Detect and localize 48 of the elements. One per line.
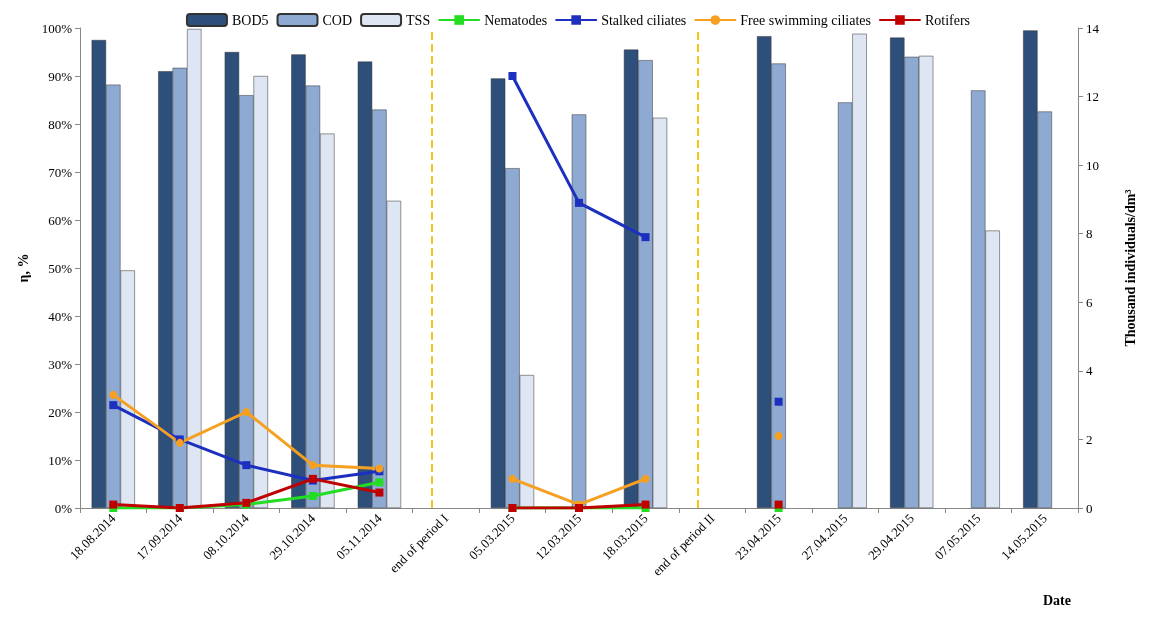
- point: [774, 500, 783, 509]
- point: [641, 233, 650, 242]
- y-tick-label: 100%: [41, 20, 73, 36]
- y-tick-label: 80%: [48, 116, 73, 132]
- y-tick-label: 50%: [48, 260, 73, 276]
- point: [109, 390, 118, 399]
- legend-label: BOD5: [231, 12, 269, 28]
- point: [575, 198, 583, 207]
- point: [242, 408, 251, 416]
- point: [109, 500, 118, 509]
- y-axis-title: η, %: [15, 253, 31, 283]
- legend-label: Stalked ciliates: [601, 12, 687, 28]
- legend-label: Rotifers: [924, 12, 971, 28]
- y-tick-label: 90%: [48, 68, 73, 84]
- y2-axis-title: Thousand individuals/dm³: [1122, 189, 1138, 347]
- point: [242, 461, 251, 470]
- x-axis-title: Date: [1043, 592, 1071, 608]
- y2-tick-label: 10: [1086, 157, 1099, 173]
- y-tick-label: 30%: [48, 356, 73, 372]
- point: [774, 397, 783, 406]
- point: [109, 401, 118, 410]
- y-tick-label: 60%: [48, 212, 73, 228]
- y2-tick-label: 14: [1086, 20, 1100, 36]
- y2-tick-label: 4: [1086, 363, 1093, 379]
- point: [774, 432, 783, 440]
- legend-label: COD: [322, 12, 353, 28]
- point: [641, 500, 650, 509]
- y2-tick-label: 8: [1086, 226, 1093, 242]
- point: [641, 474, 650, 483]
- y2-tick-label: 0: [1086, 500, 1093, 516]
- y-tick-label: 70%: [48, 164, 73, 180]
- y-tick-label: 10%: [48, 452, 73, 468]
- point: [508, 72, 517, 80]
- legend-label: TSS: [406, 12, 431, 28]
- point: [508, 474, 517, 483]
- bar: [571, 114, 587, 508]
- point: [375, 488, 384, 497]
- point: [308, 461, 317, 470]
- legend-label: Nematodes: [484, 12, 548, 28]
- y2-tick-label: 6: [1086, 294, 1093, 310]
- point: [375, 478, 384, 487]
- point: [308, 492, 317, 500]
- y-tick-label: 40%: [48, 308, 73, 324]
- y2-tick-label: 12: [1086, 89, 1099, 105]
- legend-label: Free swimming ciliates: [740, 12, 871, 28]
- y-tick-label: 0%: [54, 500, 73, 516]
- y2-tick-label: 2: [1086, 431, 1093, 447]
- y-tick-label: 20%: [48, 404, 73, 420]
